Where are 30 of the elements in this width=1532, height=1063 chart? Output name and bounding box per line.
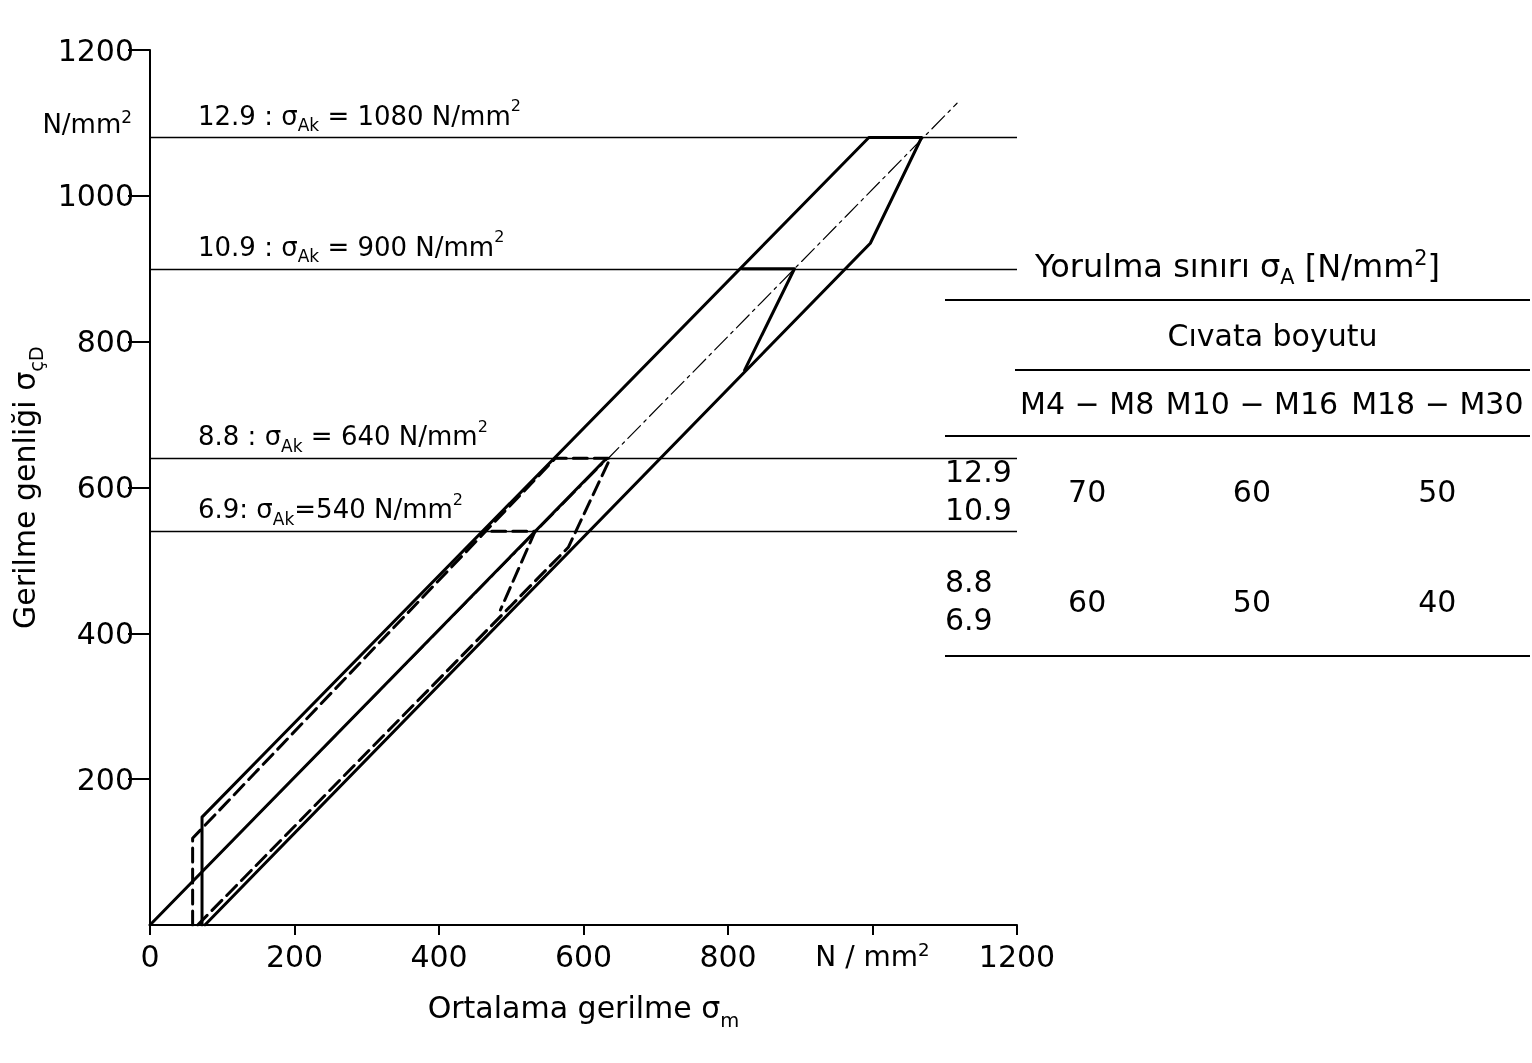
text: N/mm$^{2}$ [42, 107, 132, 139]
y-tick-label: 400 [76, 615, 134, 651]
annotation: 8.8 [945, 564, 993, 599]
text: N / mm$^{2}$ [815, 939, 930, 974]
text: Yorulma sınırı σ$_{A}$ [N/mm$^{2}$] [1033, 245, 1442, 292]
x-tick-label: 400 [410, 938, 468, 974]
text: 60 [1231, 472, 1273, 511]
annotation: 10.9 [945, 492, 1012, 527]
text: 50 [1417, 472, 1458, 511]
x-tick-label: 600 [554, 938, 613, 974]
text: 40 [1417, 582, 1458, 621]
annotation: 12.9 [945, 454, 1012, 489]
annotation: 6.9 [945, 602, 993, 637]
text: M10 − M16 [1164, 384, 1340, 423]
text: M4 − M8 [1019, 384, 1156, 423]
y-tick-label: 800 [76, 324, 134, 360]
y-tick-label: 1000 [57, 178, 134, 214]
text: 70 [1067, 472, 1108, 511]
y-tick-label: 600 [76, 470, 134, 505]
x-tick-label: 1200 [978, 938, 1056, 974]
x-tick-label: 0 [140, 938, 160, 974]
y-tick-label: 1200 [57, 32, 134, 68]
text: M18 − M30 [1350, 384, 1525, 423]
y-tick-label: 200 [76, 761, 134, 797]
x-tick-label: 800 [699, 938, 757, 974]
x-tick-label: 200 [265, 938, 324, 974]
text: 50 [1231, 582, 1273, 621]
y-axis-title: Gerilme genliği σçD [6, 346, 49, 629]
text: 60 [1067, 582, 1108, 621]
text: Cıvata boyutu [1166, 316, 1379, 355]
